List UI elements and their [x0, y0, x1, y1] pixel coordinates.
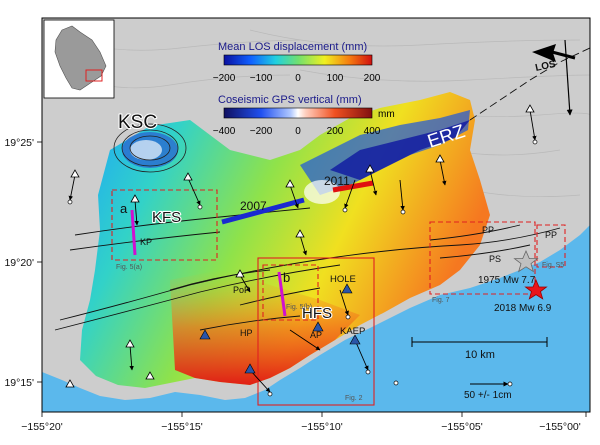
inset-boxes [111, 189, 566, 406]
south-flank-uplift [170, 270, 360, 385]
y-tick-label: 19°15' [4, 377, 34, 389]
label-eq-1975: 1975 Mw 7.7 [478, 275, 536, 286]
label-box-a: a [120, 201, 128, 216]
colorbar-gps-tick: 0 [295, 126, 301, 137]
profile-a [130, 209, 137, 256]
label-hp: HP [240, 328, 253, 338]
map-frame [41, 17, 591, 413]
label-ps: PS [489, 254, 501, 264]
caldera-contours [113, 123, 187, 173]
x-tick-label: −155°20' [21, 421, 63, 433]
scale-bar-label: 10 km [465, 349, 495, 361]
colorbar-los-tick: 100 [327, 73, 344, 84]
colorbar-los-ramp [223, 54, 373, 66]
x-tick-label: −155°10' [301, 421, 343, 433]
colorbar-gps: Coseismic GPS vertical (mm) mm −400 −200… [213, 94, 395, 137]
map-panel [42, 18, 590, 412]
erz-gap [304, 180, 340, 204]
label-2011: 2011 [324, 174, 350, 188]
gps-legend-circle [507, 381, 513, 387]
profile-2007 [221, 197, 305, 225]
label-2007: 2007 [240, 199, 267, 213]
gps-vectors [68, 109, 537, 393]
caldera-core [130, 140, 162, 160]
eq-2018-star [524, 278, 548, 300]
box-fig2 [257, 257, 375, 406]
label-kp: KP [140, 237, 152, 247]
profile-b [277, 271, 287, 317]
axis-ticks [37, 141, 587, 417]
label-eq-2018: 2018 Mw 6.9 [494, 303, 552, 314]
box-fig5b [262, 264, 319, 321]
caption-figs5: Fig. S5 [542, 262, 564, 269]
label-kaep: KAEP [340, 326, 365, 337]
colorbar-gps-tick: −200 [250, 126, 273, 137]
box-figs5 [536, 224, 566, 268]
caption-fig2: Fig. 2 [345, 395, 363, 402]
erz-subsidence-core [330, 120, 470, 180]
gps-stations-blue [199, 283, 361, 374]
los-arrow [532, 39, 576, 116]
island-shape [54, 25, 107, 91]
colorbar-los-tick: −200 [213, 73, 236, 84]
colorbar-gps-tick: 400 [364, 126, 381, 137]
label-pop: PoP [233, 285, 250, 295]
label-ap: AP [310, 330, 322, 340]
box-fig5a [111, 189, 218, 261]
label-kfs: KFS [152, 209, 181, 226]
los-label: LOS [534, 59, 557, 74]
x-tick-label: −155°05' [441, 421, 483, 433]
label-box-b: b [283, 270, 290, 285]
colorbar-gps-tick: 200 [327, 126, 344, 137]
inset-location-box [85, 69, 103, 82]
gps-stations [65, 104, 535, 388]
y-tick-label: 19°20' [4, 257, 34, 269]
label-ksc: KSC [118, 112, 157, 133]
label-pp-2: PP [545, 230, 557, 240]
colorbar-los-tick: −100 [250, 73, 273, 84]
colorbar-los-title: Mean LOS displacement (mm) [218, 41, 367, 53]
label-pp-1: PP [482, 225, 494, 235]
colorbar-los-tick: 0 [295, 73, 301, 84]
colorbar-gps-title: Coseismic GPS vertical (mm) [218, 94, 362, 106]
box-fig7 [429, 221, 536, 295]
x-tick-label: −155°00' [539, 421, 581, 433]
x-tick-label: −155°15' [161, 421, 203, 433]
label-hfs: HFS [302, 305, 332, 322]
colorbar-los: Mean LOS displacement (mm) −200 −100 0 1… [213, 41, 381, 84]
caption-fig5b: Fig. 5(b) [286, 304, 312, 311]
colorbar-gps-tick: −400 [213, 126, 236, 137]
caption-fig7: Fig. 7 [432, 297, 450, 304]
scale-bar [411, 337, 548, 347]
y-tick-label: 19°25' [4, 137, 34, 149]
colorbar-los-tick: 200 [364, 73, 381, 84]
colorbar-gps-unit: mm [378, 109, 395, 120]
colorbar-gps-ramp [223, 107, 373, 119]
gps-end-circles [67, 139, 538, 397]
caption-fig5a: Fig. 5(a) [116, 264, 142, 271]
label-hole: HOLE [330, 274, 356, 285]
inset-locator-map [43, 19, 115, 99]
gps-legend-label: 50 +/- 1cm [464, 390, 512, 401]
eq-1975-star [513, 249, 539, 273]
